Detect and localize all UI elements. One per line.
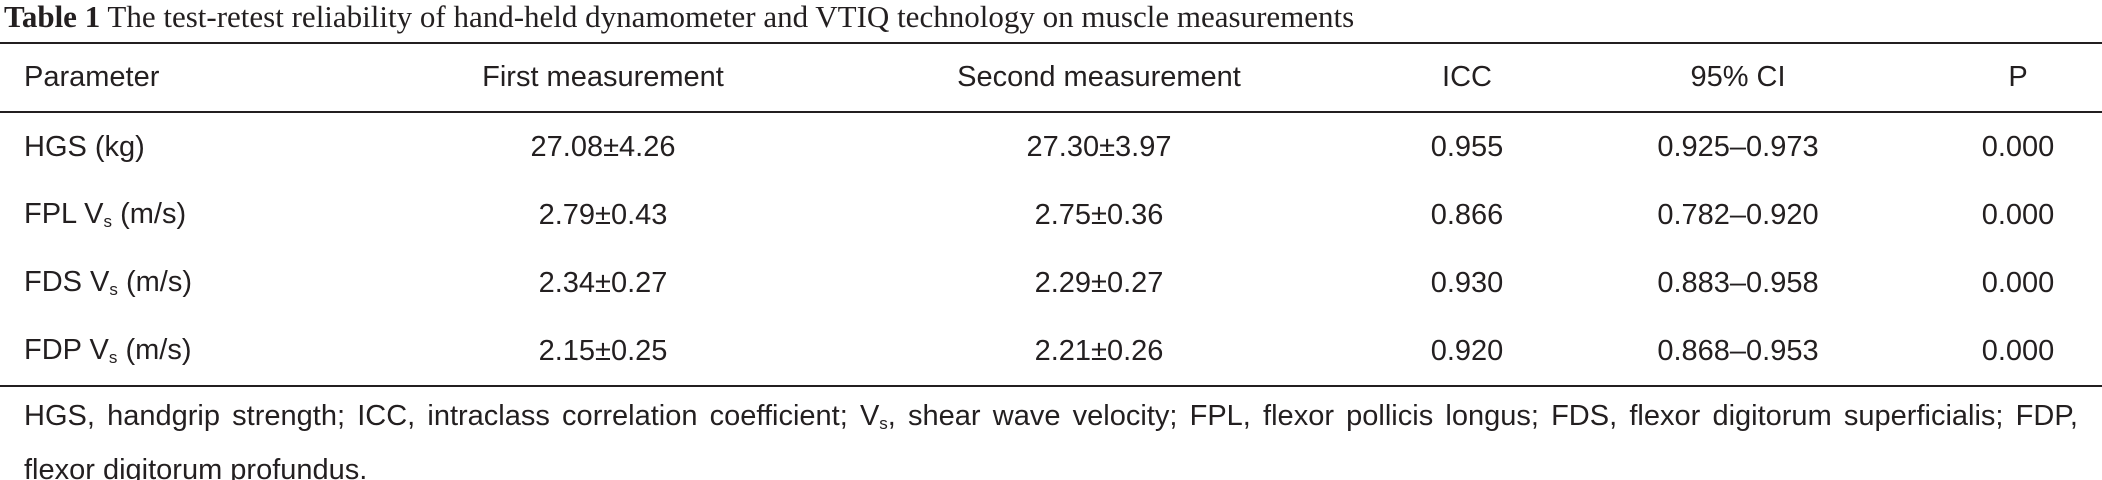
table-row: HGS (kg) 27.08±4.26 27.30±3.97 0.955 0.925–0… (0, 112, 2102, 181)
column-header: P (2008, 61, 2028, 93)
subscript: s (879, 414, 888, 433)
table-cell: 0.000 (1981, 198, 2055, 231)
text-piece: , shear wave velocity; FPL, flexor polli… (24, 400, 2078, 480)
text-piece: (m/s) (112, 198, 187, 230)
row-label: FPL Vs (m/s) (0, 181, 400, 249)
table-cell: 0.925–0.973 (1657, 130, 1819, 163)
text-piece: HGS (kg) (24, 130, 145, 163)
subscript: s (109, 280, 118, 299)
table-row: FDS Vs (m/s) 2.34±0.27 2.29±0.27 0.930 0.883… (0, 249, 2102, 317)
column-header: 95% CI (1690, 61, 1786, 93)
row-label: HGS (kg) (0, 112, 400, 181)
table-cell: 0.930 (1430, 266, 1504, 299)
text-piece: HGS, handgrip strength; ICC, intraclass … (24, 400, 880, 432)
column-header: ICC (1442, 61, 1492, 93)
table-cell: 2.79±0.43 (538, 198, 668, 231)
data-table: Parameter First measurement Second measure… (0, 42, 2102, 387)
table-body: HGS (kg) 27.08±4.26 27.30±3.97 0.955 0.925–0… (0, 112, 2102, 386)
table-cell: 0.000 (1981, 266, 2055, 299)
table-cell: 27.08±4.26 (530, 130, 676, 163)
title-text: The test-retest reliability of hand-held… (107, 0, 1355, 34)
table-cell: 0.955 (1430, 130, 1504, 163)
table-cell: 0.866 (1430, 198, 1504, 231)
text-piece: FPL V (24, 198, 104, 230)
table-cell: 2.21±0.26 (1034, 334, 1164, 367)
text-piece: FDP V (24, 334, 109, 366)
table-row: FDP Vs (m/s) 2.15±0.25 2.21±0.26 0.920 0.868… (0, 317, 2102, 386)
table-title: Table 1 The test-retest reliability of h… (4, 0, 1354, 34)
table-cell: 2.34±0.27 (538, 266, 668, 299)
table-cell: 27.30±3.97 (1026, 130, 1172, 163)
table-cell: 0.868–0.953 (1657, 334, 1819, 367)
column-header: Parameter (24, 61, 160, 93)
table-cell: 0.883–0.958 (1657, 266, 1819, 299)
text-piece: (m/s) (117, 334, 192, 366)
text-piece: FDS V (24, 266, 110, 298)
row-label: FDP Vs (m/s) (0, 317, 400, 386)
table-cell: 2.15±0.25 (538, 334, 668, 367)
table-cell: 0.000 (1981, 334, 2055, 367)
subscript: s (103, 212, 113, 231)
table-cell: 0.920 (1430, 334, 1504, 367)
subscript: s (108, 348, 118, 367)
table-header: Parameter First measurement Second measure… (0, 43, 2102, 112)
table-cell: 0.000 (1981, 130, 2055, 163)
row-label: FDS Vs (m/s) (0, 249, 400, 317)
table-label: Table 1 (4, 0, 101, 34)
table-cell: 2.29±0.27 (1034, 266, 1164, 299)
header-row: Parameter First measurement Second measure… (0, 43, 2102, 112)
text-piece: (m/s) (117, 266, 192, 298)
table-cell: 0.782–0.920 (1657, 198, 1819, 231)
footnote: HGS, handgrip strength; ICC, intraclass … (24, 393, 2078, 480)
table-row: FPL Vs (m/s) 2.79±0.43 2.75±0.36 0.866 0.782… (0, 181, 2102, 249)
table-cell: 2.75±0.36 (1034, 198, 1164, 231)
column-header: First measurement (482, 61, 724, 93)
column-header: Second measurement (957, 61, 1241, 93)
